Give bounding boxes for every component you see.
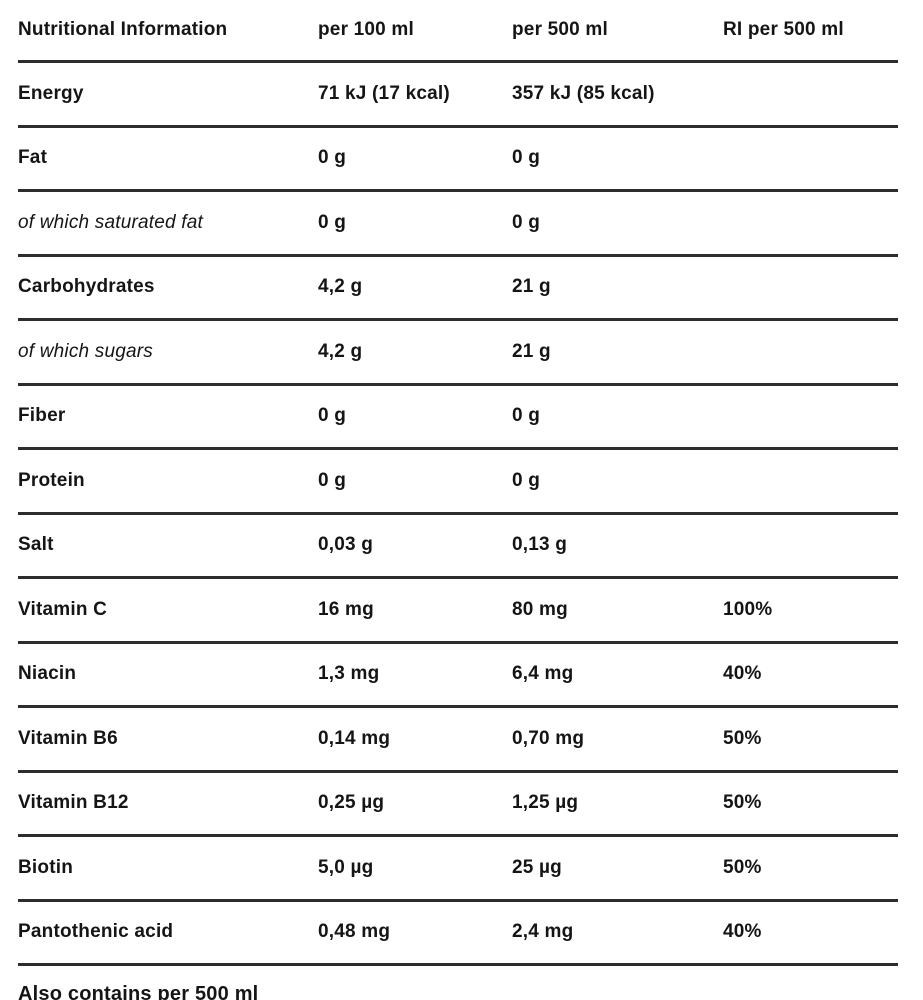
row-label: Fiber: [18, 384, 318, 450]
row-per100: 0,03 g: [318, 513, 512, 579]
row-per100: 1,3 mg: [318, 642, 512, 708]
row-ri: 40%: [723, 642, 898, 708]
header-ri-per-500-ml: RI per 500 ml: [723, 0, 898, 63]
row-ri: 100%: [723, 577, 898, 644]
row-ri: [723, 384, 898, 450]
row-ri: [723, 126, 898, 192]
row-per500: 0 g: [512, 448, 723, 515]
row-ri: 50%: [723, 835, 898, 902]
header-row: Nutritional Information per 100 ml per 5…: [18, 0, 898, 63]
table-row: of which sugars 4,2 g 21 g: [18, 319, 898, 386]
row-per500: 0 g: [512, 126, 723, 192]
row-ri: [723, 513, 898, 579]
row-label: Vitamin B6: [18, 706, 318, 773]
row-per500: 6,4 mg: [512, 642, 723, 708]
nutrition-table: Nutritional Information per 100 ml per 5…: [18, 0, 898, 966]
table-header: Nutritional Information per 100 ml per 5…: [18, 0, 898, 63]
row-ri: 50%: [723, 771, 898, 837]
header-per-100-ml: per 100 ml: [318, 0, 512, 63]
table-row: Niacin 1,3 mg 6,4 mg 40%: [18, 642, 898, 708]
row-label: Salt: [18, 513, 318, 579]
row-label: Protein: [18, 448, 318, 515]
header-nutritional-information: Nutritional Information: [18, 0, 318, 63]
row-per100: 0,14 mg: [318, 706, 512, 773]
row-ri: 40%: [723, 900, 898, 966]
row-label: Vitamin B12: [18, 771, 318, 837]
row-per500: 0,70 mg: [512, 706, 723, 773]
table-row: Energy 71 kJ (17 kcal) 357 kJ (85 kcal): [18, 61, 898, 128]
row-ri: [723, 448, 898, 515]
row-per100: 4,2 g: [318, 319, 512, 386]
row-per500: 80 mg: [512, 577, 723, 644]
row-per500: 0,13 g: [512, 513, 723, 579]
table-row: Vitamin B12 0,25 µg 1,25 µg 50%: [18, 771, 898, 837]
row-per500: 25 µg: [512, 835, 723, 902]
row-ri: 50%: [723, 706, 898, 773]
row-label: Pantothenic acid: [18, 900, 318, 966]
row-per100: 0,48 mg: [318, 900, 512, 966]
row-per500: 2,4 mg: [512, 900, 723, 966]
row-label: of which sugars: [18, 319, 318, 386]
row-per500: 0 g: [512, 190, 723, 257]
row-per500: 21 g: [512, 319, 723, 386]
row-per500: 357 kJ (85 kcal): [512, 61, 723, 128]
row-per100: 16 mg: [318, 577, 512, 644]
row-ri: [723, 255, 898, 321]
row-per500: 21 g: [512, 255, 723, 321]
row-per100: 71 kJ (17 kcal): [318, 61, 512, 128]
row-label: Biotin: [18, 835, 318, 902]
header-per-500-ml: per 500 ml: [512, 0, 723, 63]
row-label: Niacin: [18, 642, 318, 708]
row-per100: 0 g: [318, 126, 512, 192]
table-body: Energy 71 kJ (17 kcal) 357 kJ (85 kcal) Fat…: [18, 61, 898, 966]
row-ri: [723, 319, 898, 386]
row-per100: 0 g: [318, 384, 512, 450]
row-label: Vitamin C: [18, 577, 318, 644]
row-label: of which saturated fat: [18, 190, 318, 257]
table-row: Vitamin B6 0,14 mg 0,70 mg 50%: [18, 706, 898, 773]
row-per100: 5,0 µg: [318, 835, 512, 902]
row-label: Energy: [18, 61, 318, 128]
table-row: Carbohydrates 4,2 g 21 g: [18, 255, 898, 321]
table-row: Salt 0,03 g 0,13 g: [18, 513, 898, 579]
row-label: Carbohydrates: [18, 255, 318, 321]
table-row: Biotin 5,0 µg 25 µg 50%: [18, 835, 898, 902]
row-label: Fat: [18, 126, 318, 192]
row-per100: 4,2 g: [318, 255, 512, 321]
row-ri: [723, 190, 898, 257]
row-per100: 0 g: [318, 190, 512, 257]
table-row: Vitamin C 16 mg 80 mg 100%: [18, 577, 898, 644]
row-per100: 0 g: [318, 448, 512, 515]
row-per100: 0,25 µg: [318, 771, 512, 837]
footer-note: Also contains per 500 ml: [18, 983, 259, 1000]
row-per500: 0 g: [512, 384, 723, 450]
row-ri: [723, 61, 898, 128]
table-row: Pantothenic acid 0,48 mg 2,4 mg 40%: [18, 900, 898, 966]
row-per500: 1,25 µg: [512, 771, 723, 837]
